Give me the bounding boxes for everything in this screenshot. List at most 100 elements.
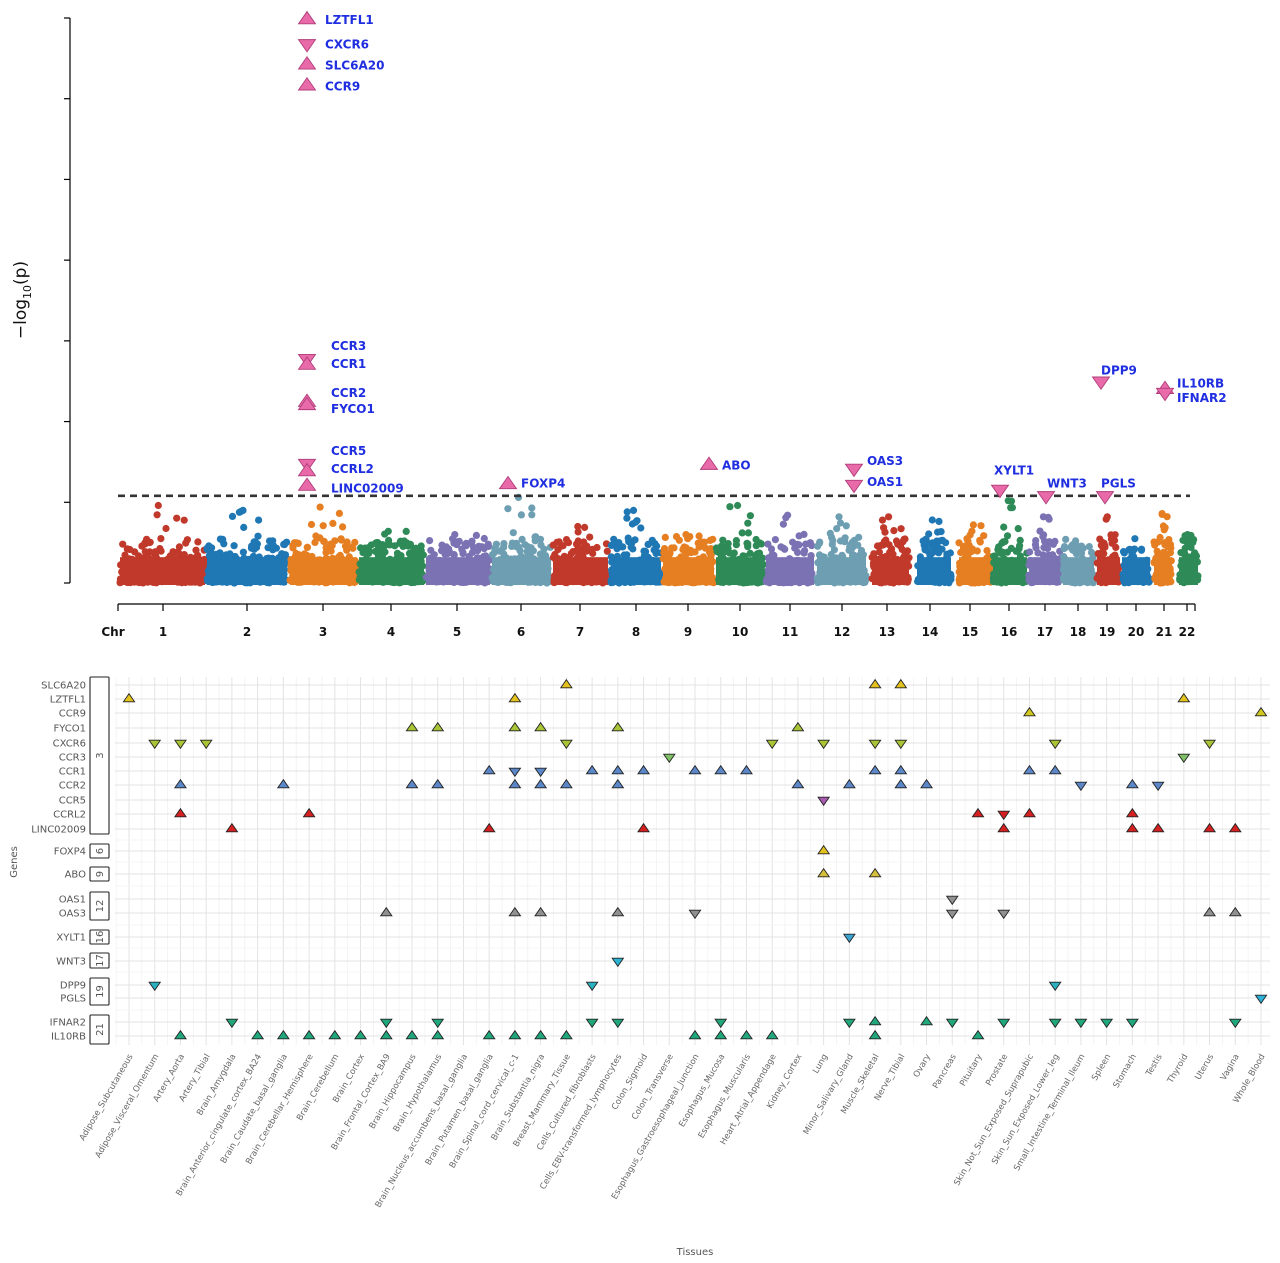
matrix-point-cxcr6	[1203, 739, 1217, 750]
snp-point	[767, 545, 776, 553]
matrix-point-linc02009	[225, 822, 239, 833]
chr-group-label: 19	[95, 985, 106, 998]
highlight-marker-foxp4	[498, 475, 518, 490]
snp-point	[478, 543, 486, 551]
snp-point	[680, 544, 688, 552]
snp-point	[625, 538, 633, 546]
snp-point	[255, 516, 263, 524]
matrix-point-cxcr6	[1048, 739, 1062, 750]
matrix-point-oas3	[534, 906, 548, 917]
matrix-point-ccrl2	[1125, 807, 1139, 818]
matrix-point-linc02009	[1203, 822, 1217, 833]
x-tick-label: 14	[922, 625, 939, 639]
matrix-point-ccrl2	[173, 807, 187, 818]
matrix-point-fyco1	[405, 721, 419, 732]
snp-point	[312, 532, 320, 540]
matrix-point-il10rb	[559, 1029, 573, 1040]
snp-point	[1150, 538, 1158, 546]
snp-point	[508, 542, 516, 551]
snp-point	[880, 537, 889, 546]
snp-band	[716, 557, 764, 585]
matrix-point-ccr1	[611, 764, 625, 775]
tissue-label: Testis	[1144, 1052, 1165, 1079]
snp-band	[120, 557, 205, 585]
snp-peak-point	[885, 513, 893, 521]
x-tick-label: 8	[632, 625, 640, 639]
highlight-marker-cxcr6	[297, 39, 317, 53]
chr-21-points	[1150, 509, 1175, 587]
matrix-point-oas3	[508, 906, 522, 917]
matrix-point-ccr1	[585, 764, 599, 775]
snp-point	[153, 511, 161, 519]
snp-peak-point	[1158, 509, 1166, 518]
matrix-point-ccr2	[1074, 781, 1088, 792]
matrix-point-ccr2	[791, 778, 805, 789]
matrix-point-linc02009	[997, 822, 1011, 833]
snp-point	[205, 542, 213, 550]
snp-point	[620, 551, 628, 559]
snp-point	[141, 548, 149, 556]
snp-band	[1154, 557, 1172, 585]
matrix-point-il10rb	[508, 1029, 522, 1040]
gene-row-label: XYLT1	[56, 933, 86, 944]
snp-point	[558, 542, 566, 550]
x-tick-label: 7	[576, 625, 584, 639]
snp-point	[521, 541, 529, 549]
matrix-point-il10rb	[328, 1029, 342, 1040]
snp-point	[980, 532, 988, 540]
snp-point	[496, 547, 504, 555]
matrix-point-ifnar2	[225, 1018, 239, 1029]
highlight-marker-oas3	[844, 463, 864, 478]
x-tick-label: 22	[1179, 625, 1196, 639]
gene-row-label: OAS1	[59, 895, 86, 906]
matrix-point-slc6a20	[868, 678, 882, 689]
snp-point	[897, 525, 905, 533]
matrix-point-il10rb	[431, 1029, 445, 1040]
x-axis-label: Chr	[101, 625, 124, 639]
matrix-point-ifnar2	[1074, 1018, 1088, 1029]
snp-peak-point	[1131, 545, 1139, 553]
chr-5-points	[422, 531, 494, 587]
matrix-point-linc02009	[1125, 822, 1139, 833]
snp-point	[833, 525, 841, 533]
chr-group-box	[89, 676, 110, 835]
snp-band	[290, 557, 357, 585]
tissues-axis-title: Tissues	[676, 1247, 714, 1258]
matrix-point-lztfl1	[508, 692, 522, 703]
snp-point	[1160, 526, 1168, 534]
snp-point	[707, 551, 715, 559]
snp-point	[937, 528, 945, 536]
matrix-point-il10rb	[354, 1029, 368, 1040]
y-axis-label: −log10(p)	[11, 261, 34, 339]
matrix-point-linc02009	[1228, 822, 1242, 833]
snp-peak-point	[1073, 542, 1081, 550]
gene-label-wnt3: WNT3	[1047, 476, 1087, 490]
snp-point	[878, 516, 887, 524]
highlight-marker-pgls	[1095, 491, 1115, 505]
snp-peak-point	[682, 531, 690, 539]
snp-point	[1062, 535, 1070, 544]
snp-point	[529, 547, 538, 555]
snp-point	[959, 545, 968, 553]
snp-point	[405, 549, 414, 558]
snp-point	[789, 538, 797, 546]
snp-point	[450, 539, 458, 547]
gene-label-ccr3: CCR3	[331, 339, 366, 353]
matrix-point-ifnar2	[714, 1018, 728, 1029]
highlight-marker-fyco1	[297, 396, 317, 411]
snp-point	[307, 520, 316, 529]
gene-label-xylt1: XYLT1	[994, 464, 1034, 478]
matrix-point-ccr3	[1177, 753, 1191, 764]
x-tick-label: 10	[732, 625, 749, 639]
matrix-point-ccr9	[1022, 706, 1036, 717]
snp-point	[976, 538, 984, 546]
snp-band	[917, 557, 951, 585]
x-tick-label: 4	[387, 625, 395, 639]
snp-point	[162, 524, 170, 533]
chr-group-label: 12	[95, 900, 106, 913]
snp-peak-point	[451, 531, 459, 539]
snp-point	[1032, 537, 1040, 545]
gene-label-cxcr6: CXCR6	[325, 37, 369, 51]
snp-point	[955, 539, 963, 547]
snp-point	[531, 533, 539, 541]
